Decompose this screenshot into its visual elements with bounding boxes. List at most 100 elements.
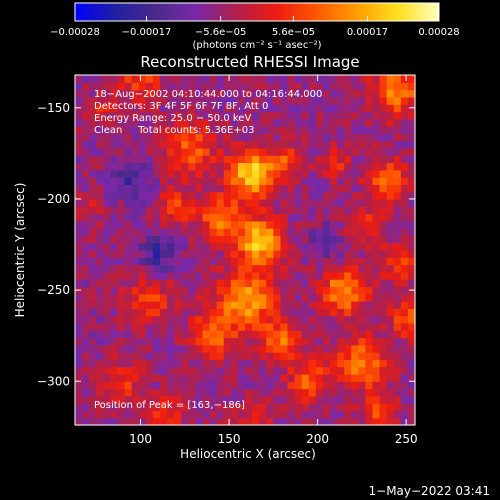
heatmap-cell xyxy=(266,366,274,375)
heatmap-cell xyxy=(351,140,359,149)
heatmap-cell xyxy=(96,162,104,171)
heatmap-cell xyxy=(167,301,175,309)
heatmap-cell xyxy=(301,111,310,120)
heatmap-cell xyxy=(358,308,367,317)
heatmap-cell xyxy=(152,264,161,273)
heatmap-cell xyxy=(117,381,126,390)
heatmap-cell xyxy=(400,271,409,280)
heatmap-cell xyxy=(400,147,409,156)
heatmap-cell xyxy=(252,315,260,324)
heatmap-cell xyxy=(195,395,204,404)
heatmap-cell xyxy=(315,366,324,375)
heatmap-cell xyxy=(372,155,381,164)
heatmap-cell xyxy=(322,126,331,134)
heatmap-cell xyxy=(351,315,359,324)
heatmap-cell xyxy=(117,75,126,83)
heatmap-cell xyxy=(386,75,395,83)
heatmap-cell xyxy=(188,155,197,164)
heatmap-cell xyxy=(308,155,317,164)
heatmap-cell xyxy=(131,206,140,215)
heatmap-cell xyxy=(75,337,83,346)
heatmap-cell xyxy=(322,242,331,251)
heatmap-cell xyxy=(174,257,182,266)
heatmap-cell xyxy=(131,242,140,251)
heatmap-cell xyxy=(308,177,317,185)
heatmap-cell xyxy=(174,228,182,237)
heatmap-cell xyxy=(202,403,211,412)
heatmap-cell xyxy=(358,118,367,127)
heatmap-cell xyxy=(365,388,374,397)
heatmap-cell xyxy=(138,264,147,273)
heatmap-cell xyxy=(110,235,119,244)
heatmap-cell xyxy=(216,82,225,91)
heatmap-cell xyxy=(358,337,367,346)
heatmap-cell xyxy=(167,279,175,288)
heatmap-cell xyxy=(82,96,90,105)
heatmap-cell xyxy=(337,264,345,273)
heatmap-cell xyxy=(386,82,395,91)
heatmap-cell xyxy=(330,75,338,83)
heatmap-cell xyxy=(330,322,338,331)
heatmap-cell xyxy=(315,264,324,273)
heatmap-cell xyxy=(365,198,374,207)
heatmap-cell xyxy=(174,118,182,127)
heatmap-cell xyxy=(315,126,324,134)
heatmap-cell xyxy=(322,388,331,397)
heatmap-cell xyxy=(89,96,97,105)
heatmap-cell xyxy=(273,264,282,273)
heatmap-cell xyxy=(181,352,189,360)
heatmap-cell xyxy=(273,177,282,185)
heatmap-cell xyxy=(294,337,303,346)
heatmap-cell xyxy=(117,82,126,91)
heatmap-cell xyxy=(209,162,218,171)
heatmap-cell xyxy=(315,111,324,120)
heatmap-cell xyxy=(252,96,260,105)
heatmap-cell xyxy=(386,344,395,353)
heatmap-cell xyxy=(117,140,126,149)
heatmap-cell xyxy=(174,337,182,346)
heatmap-cell xyxy=(273,271,282,280)
heatmap-cell xyxy=(386,177,395,185)
heatmap-cell xyxy=(280,184,289,193)
heatmap-cell xyxy=(82,337,90,346)
heatmap-cell xyxy=(393,352,402,360)
heatmap-cell xyxy=(237,250,246,258)
heatmap-cell xyxy=(273,257,282,266)
heatmap-cell xyxy=(322,315,331,324)
heatmap-cell xyxy=(117,308,126,317)
heatmap-cell xyxy=(351,388,359,397)
heatmap-cell xyxy=(379,184,388,193)
heatmap-cell xyxy=(294,250,303,258)
heatmap-cell xyxy=(386,381,395,390)
heatmap-cell xyxy=(131,359,140,368)
heatmap-cell xyxy=(167,271,175,280)
heatmap-cell xyxy=(103,242,112,251)
heatmap-cell xyxy=(223,395,232,404)
heatmap-cell xyxy=(407,271,416,280)
heatmap-cell xyxy=(181,220,189,229)
heatmap-cell xyxy=(117,147,126,156)
heatmap-cell xyxy=(301,381,310,390)
heatmap-cell xyxy=(202,155,211,164)
heatmap-cell xyxy=(372,373,381,382)
heatmap-cell xyxy=(287,293,296,302)
heatmap-cell xyxy=(372,250,381,258)
heatmap-cell xyxy=(145,381,154,390)
heatmap-cell xyxy=(330,417,338,426)
heatmap-cell xyxy=(174,213,182,222)
heatmap-cell xyxy=(110,169,119,178)
heatmap-cell xyxy=(266,206,274,215)
heatmap-cell xyxy=(181,133,189,142)
heatmap-cell xyxy=(103,388,112,397)
heatmap-cell xyxy=(181,322,189,331)
heatmap-cell xyxy=(152,198,161,207)
heatmap-cell xyxy=(237,388,246,397)
heatmap-cell xyxy=(273,82,282,91)
heatmap-cell xyxy=(96,417,104,426)
heatmap-cell xyxy=(174,403,182,412)
heatmap-cell xyxy=(351,104,359,113)
heatmap-cell xyxy=(386,308,395,317)
heatmap-cell xyxy=(230,352,239,360)
heatmap-cell xyxy=(351,82,359,91)
heatmap-cell xyxy=(245,184,253,193)
